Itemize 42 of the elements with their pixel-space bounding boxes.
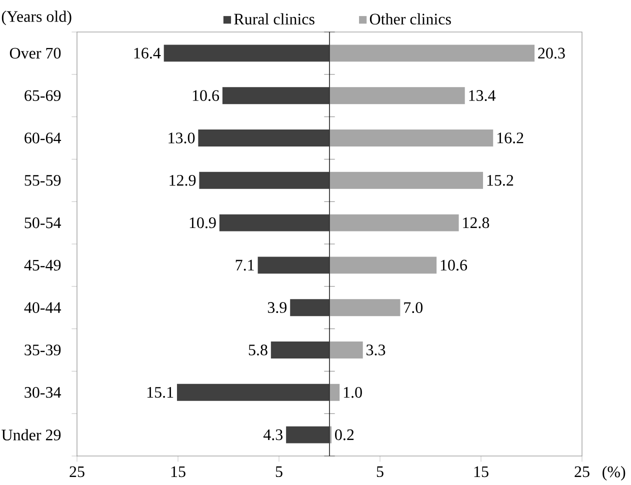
data-label: 16.2 [497, 132, 524, 144]
y-tick-label: 60-64 [24, 132, 62, 144]
y-tick-label: 45-49 [24, 260, 61, 271]
y-tick-label: 50-54 [24, 217, 62, 228]
bar [330, 384, 340, 401]
data-label: 3.9 [268, 302, 287, 314]
x-axis-title: (%) [602, 466, 626, 481]
legend-label: Other clinics [370, 13, 451, 25]
x-tick-label: 25 [574, 466, 590, 478]
data-label: 13.4 [469, 90, 496, 102]
x-tick-label: 25 [70, 466, 84, 478]
data-label: 10.9 [190, 217, 216, 228]
y-tick-label: 30-34 [24, 387, 62, 398]
data-label: 12.9 [170, 174, 196, 186]
data-label: 20.3 [538, 48, 565, 59]
y-tick-label: 35-39 [24, 344, 61, 356]
legend-label: Rural clinics [234, 13, 314, 25]
x-tick-label: 5 [376, 466, 384, 478]
data-label: 7.0 [404, 302, 423, 314]
y-tick-label: Under 29 [2, 429, 61, 440]
y-tick-label: 40-44 [24, 302, 62, 313]
data-label: 3.3 [366, 344, 386, 356]
data-label: 15.1 [147, 387, 174, 398]
data-label: 15.2 [487, 174, 514, 186]
y-axis-title: (Years old) [2, 10, 72, 26]
data-label: 13.0 [168, 132, 195, 144]
bar [286, 426, 330, 444]
data-label: 12.8 [463, 217, 490, 228]
data-label: 7.1 [236, 260, 254, 271]
data-label: 10.6 [440, 260, 468, 271]
data-label: 10.6 [192, 90, 220, 102]
data-label: 4.3 [263, 429, 283, 440]
y-tick-label: 55-59 [24, 175, 61, 186]
x-tick-label: 5 [276, 466, 282, 478]
y-tick-label: Over 70 [10, 48, 61, 59]
data-label: 16.4 [134, 48, 161, 59]
data-label: 5.8 [248, 344, 268, 356]
x-tick-label: 15 [474, 466, 488, 478]
data-label: 1.0 [344, 386, 362, 398]
x-tick-label: 15 [171, 466, 186, 478]
data-label: 0.2 [335, 429, 354, 440]
y-tick-label: 65-69 [24, 90, 61, 101]
